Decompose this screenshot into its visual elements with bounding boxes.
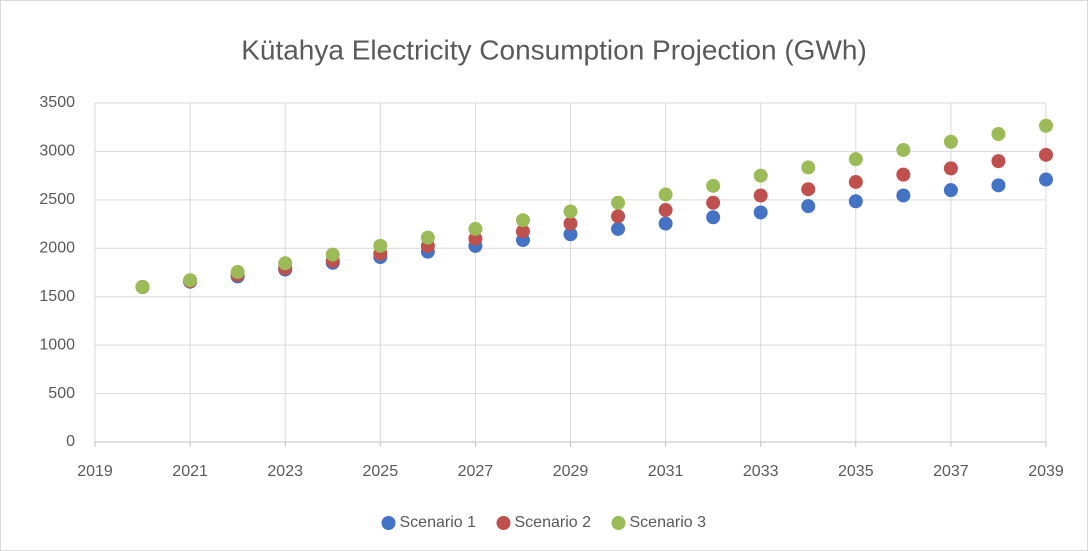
data-point <box>658 187 673 202</box>
legend-label: Scenario 3 <box>630 514 707 531</box>
data-point <box>563 204 578 219</box>
data-point <box>943 183 958 198</box>
x-tick-label: 2021 <box>172 463 208 480</box>
data-point <box>611 209 626 224</box>
data-point <box>611 221 626 236</box>
y-tick-label: 2500 <box>39 191 75 208</box>
y-tick-label: 500 <box>48 385 75 402</box>
x-tick-label: 2019 <box>77 463 113 480</box>
data-point <box>706 178 721 193</box>
x-tick-label: 2033 <box>743 463 779 480</box>
data-point <box>468 221 483 236</box>
data-point <box>278 256 293 271</box>
x-tick-label: 2037 <box>933 463 969 480</box>
data-point <box>420 230 435 245</box>
y-tick-label: 1500 <box>39 288 75 305</box>
data-point <box>325 247 340 262</box>
data-point <box>611 195 626 210</box>
data-point <box>848 174 863 189</box>
data-point <box>991 126 1006 141</box>
data-point <box>1039 172 1053 187</box>
x-tick-label: 2025 <box>363 463 399 480</box>
y-tick-label: 1000 <box>39 336 75 353</box>
data-point <box>515 224 530 239</box>
data-point <box>943 161 958 176</box>
data-point <box>183 273 198 288</box>
data-point <box>468 231 483 246</box>
data-point <box>706 195 721 210</box>
data-point <box>658 203 673 218</box>
data-point <box>991 178 1006 193</box>
data-point <box>563 227 578 242</box>
data-point <box>753 205 768 220</box>
data-point <box>135 280 150 295</box>
data-point <box>943 134 958 149</box>
y-tick-label: 3500 <box>39 94 75 111</box>
x-tick-label: 2031 <box>648 463 684 480</box>
x-tick-label: 2029 <box>553 463 589 480</box>
y-tick-label: 3000 <box>39 143 75 160</box>
data-point <box>706 210 721 225</box>
data-point <box>515 213 530 228</box>
data-point <box>373 238 388 253</box>
legend-marker <box>496 516 511 530</box>
data-point <box>801 182 816 197</box>
legend-label: Scenario 2 <box>515 514 592 531</box>
x-tick-label: 2039 <box>1028 463 1064 480</box>
x-tick-label: 2027 <box>458 463 494 480</box>
data-point <box>753 188 768 203</box>
legend-marker <box>381 516 396 530</box>
x-tick-label: 2035 <box>838 463 874 480</box>
data-point <box>753 168 768 183</box>
chart-title: Kütahya Electricity Consumption Projecti… <box>241 34 867 65</box>
y-tick-label: 0 <box>66 433 75 450</box>
data-point <box>848 194 863 209</box>
data-point <box>658 216 673 231</box>
x-tick-label: 2023 <box>267 463 303 480</box>
data-point <box>230 265 245 280</box>
legend-label: Scenario 1 <box>400 514 477 531</box>
data-point <box>801 160 816 175</box>
data-point <box>1039 118 1053 133</box>
data-point <box>896 167 911 182</box>
data-point <box>991 154 1006 169</box>
data-point <box>896 142 911 157</box>
y-tick-label: 2000 <box>39 240 75 257</box>
data-point <box>801 199 816 214</box>
data-point <box>563 216 578 231</box>
data-point <box>896 188 911 203</box>
legend-marker <box>611 516 626 530</box>
data-point <box>1039 147 1053 162</box>
data-point <box>848 152 863 167</box>
